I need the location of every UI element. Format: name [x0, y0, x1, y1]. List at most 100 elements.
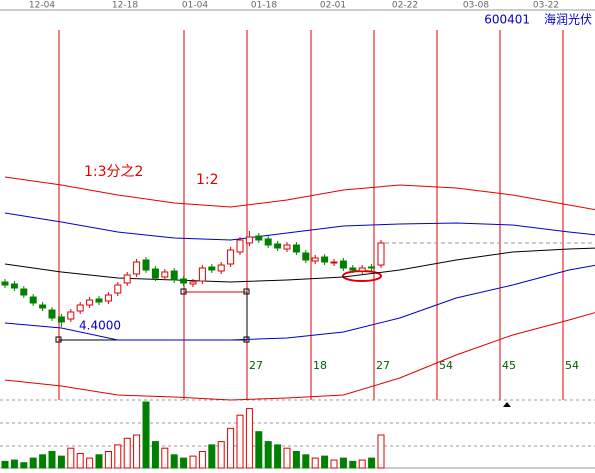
- candle-body: [57, 316, 65, 323]
- candle-body: [255, 235, 263, 241]
- volume-bar: [123, 437, 131, 469]
- volume-bar: [330, 459, 338, 469]
- volume-bar: [161, 447, 169, 469]
- candle-body: [180, 278, 188, 284]
- candle-body: [10, 283, 18, 289]
- volume-bar: [217, 441, 225, 469]
- cycle-label: 54: [439, 359, 453, 372]
- candle-body: [142, 259, 150, 271]
- volume-bar: [29, 457, 37, 469]
- candle-body: [274, 243, 282, 249]
- candle-body: [29, 296, 37, 304]
- candle-body: [377, 242, 385, 266]
- volume-bar: [10, 459, 18, 469]
- volume-bar: [283, 447, 291, 469]
- handle: [243, 288, 250, 295]
- candle-body: [104, 294, 112, 302]
- candle-body: [133, 261, 141, 275]
- volume-bar: [368, 457, 376, 469]
- candle-body: [95, 298, 103, 303]
- candle-body: [217, 264, 225, 272]
- candle-body: [368, 266, 376, 269]
- candle-body: [39, 304, 47, 309]
- candle-body: [349, 267, 357, 271]
- candle-body: [292, 244, 300, 253]
- date-label: 02-01: [320, 1, 346, 11]
- candle-body: [283, 244, 291, 250]
- volume-bar: [20, 462, 28, 469]
- volume-bar: [76, 452, 84, 469]
- cycle-lines: [58, 30, 564, 400]
- volume-bar: [245, 408, 253, 469]
- candle-body: [48, 309, 56, 319]
- volume-bar: [189, 455, 197, 469]
- cycle-label: 18: [313, 359, 327, 372]
- candle-body: [198, 267, 206, 282]
- stock-code: 600401: [484, 13, 530, 27]
- candle-body: [189, 281, 197, 285]
- band-line: [4, 264, 595, 341]
- date-label: 12-04: [29, 1, 55, 11]
- candle-body: [67, 311, 75, 320]
- candle-body: [321, 256, 329, 263]
- annotation: 1:2: [196, 172, 219, 188]
- volume-bar: [227, 427, 235, 469]
- stock-name: 海润光伏: [544, 12, 592, 27]
- volume-bar: [264, 441, 272, 469]
- candle-body: [311, 257, 319, 262]
- volume-bar: [236, 414, 244, 469]
- date-label: 12-18: [112, 1, 138, 11]
- candle-body: [1, 281, 9, 286]
- candle-body: [170, 270, 178, 281]
- band-line: [4, 176, 595, 211]
- band-line: [4, 212, 595, 241]
- cycle-label: 54: [565, 359, 579, 372]
- candle-body: [161, 271, 169, 278]
- volume-bar: [180, 457, 188, 469]
- low-label: 4.4000: [79, 319, 121, 333]
- volume-bar: [114, 444, 122, 469]
- volume-bar: [57, 455, 65, 469]
- candle-body: [86, 299, 94, 306]
- volume-bar: [170, 454, 178, 469]
- date-label: 01-18: [251, 1, 277, 11]
- volume-bar: [377, 434, 385, 469]
- candle-body: [208, 266, 216, 271]
- candle-body: [339, 260, 347, 269]
- band-line: [4, 312, 595, 401]
- volume-bar: [339, 457, 347, 469]
- volume-bar: [133, 434, 141, 469]
- date-label: 02-22: [392, 1, 418, 11]
- marker: [503, 402, 511, 407]
- candle-body: [227, 249, 235, 265]
- volume-bar: [302, 454, 310, 469]
- volume-bar: [151, 441, 159, 469]
- volume-bar: [104, 451, 112, 469]
- volume-bar: [142, 401, 150, 469]
- volume-bar: [67, 447, 75, 469]
- volume-bar: [208, 444, 216, 469]
- candle-body: [114, 284, 122, 294]
- volume-bar: [292, 451, 300, 469]
- annotation: 1:3分之2: [84, 164, 143, 180]
- handle: [55, 336, 62, 343]
- volume-bar: [95, 454, 103, 469]
- candle-body: [330, 261, 338, 264]
- volume-bar: [358, 459, 366, 469]
- cycle-label: 45: [502, 359, 516, 372]
- candle-body: [123, 274, 131, 284]
- volume-bar: [321, 455, 329, 469]
- candle-body: [20, 288, 28, 296]
- volume-bar: [349, 460, 357, 469]
- volume-bar: [255, 431, 263, 469]
- candle-body: [302, 252, 310, 261]
- candle-body: [264, 238, 272, 246]
- volume-bar: [311, 457, 319, 469]
- date-label: 01-04: [182, 1, 208, 11]
- handle: [180, 288, 187, 295]
- volume-bar: [48, 451, 56, 469]
- date-label: 03-22: [533, 1, 559, 11]
- cycle-label: 27: [249, 359, 263, 372]
